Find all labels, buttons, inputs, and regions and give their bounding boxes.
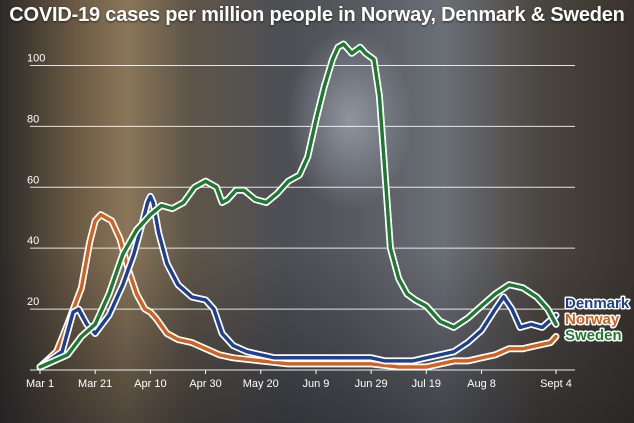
series-line-sweden	[38, 42, 558, 369]
y-tick-label: 40	[27, 235, 39, 247]
legend-sweden: Sweden	[565, 327, 622, 344]
x-tick-label: Aug 8	[467, 378, 496, 390]
series-lines	[36, 40, 560, 371]
x-tick-label: Sept 4	[540, 378, 572, 390]
background-shade	[0, 250, 634, 423]
chart-title: COVID-19 cases per million people in Nor…	[9, 4, 625, 26]
x-tick-label: Jun 29	[355, 378, 388, 390]
legend-norway: Norway	[565, 311, 620, 328]
y-tick-label: 60	[27, 174, 39, 186]
x-tick-label: Mar 21	[78, 378, 112, 390]
x-tick-label: Mar 1	[26, 378, 54, 390]
y-tick-label: 100	[27, 52, 45, 64]
series-halo-denmark	[36, 192, 560, 371]
y-axis-ticks: 20 40 60 80 100	[27, 52, 45, 308]
x-tick-label: Jul 19	[412, 378, 441, 390]
series-line-denmark	[38, 194, 558, 369]
y-tick-label: 20	[27, 296, 39, 308]
series-halo-sweden	[36, 40, 560, 371]
legend-denmark: Denmark	[565, 295, 630, 312]
x-tick-label: Apr 10	[134, 378, 166, 390]
y-tick-label: 80	[27, 113, 39, 125]
x-axis-ticks: Mar 1 Mar 21 Apr 10 Apr 30 May 20 Jun 9 Jun 29…	[26, 370, 572, 390]
x-tick-label: Apr 30	[189, 378, 221, 390]
x-tick-label: May 20	[243, 378, 279, 390]
series-line-norway	[38, 212, 558, 369]
x-tick-label: Jun 9	[302, 378, 329, 390]
